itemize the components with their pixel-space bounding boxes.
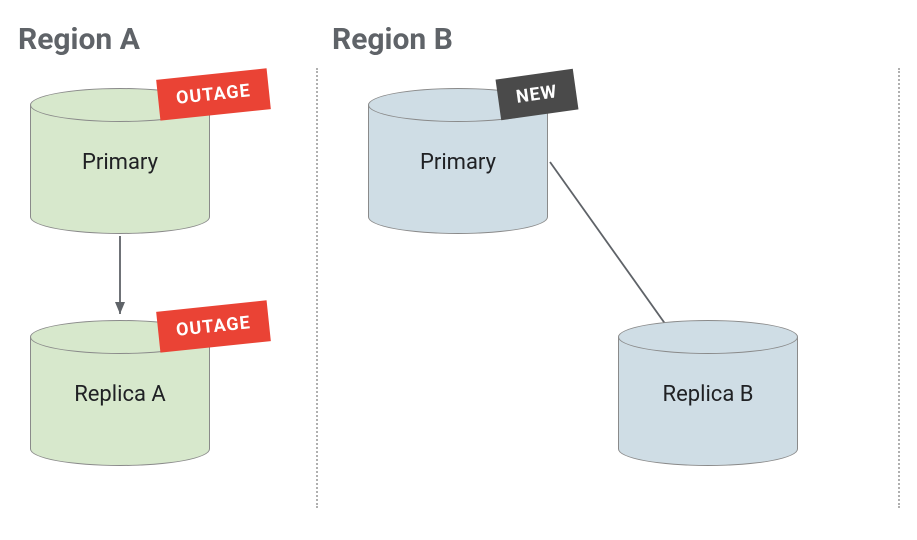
outage-badge: OUTAGE (156, 300, 271, 352)
region-b-title: Region B (332, 22, 453, 57)
db-label: Primary (368, 150, 548, 175)
region-divider-2 (898, 68, 900, 508)
db-label: Replica A (30, 382, 210, 407)
new-badge: NEW (496, 69, 579, 120)
arrow-a-primary-to-replica (108, 224, 132, 326)
db-cylinder-b-replica: Replica B (618, 320, 798, 466)
region-a-title: Region A (18, 22, 140, 57)
outage-badge: OUTAGE (156, 68, 271, 120)
db-label: Primary (30, 150, 210, 175)
region-divider-1 (316, 68, 318, 508)
diagram-canvas: Region A Region B Primary Replica A Prim… (0, 0, 917, 540)
db-label: Replica B (618, 382, 798, 407)
